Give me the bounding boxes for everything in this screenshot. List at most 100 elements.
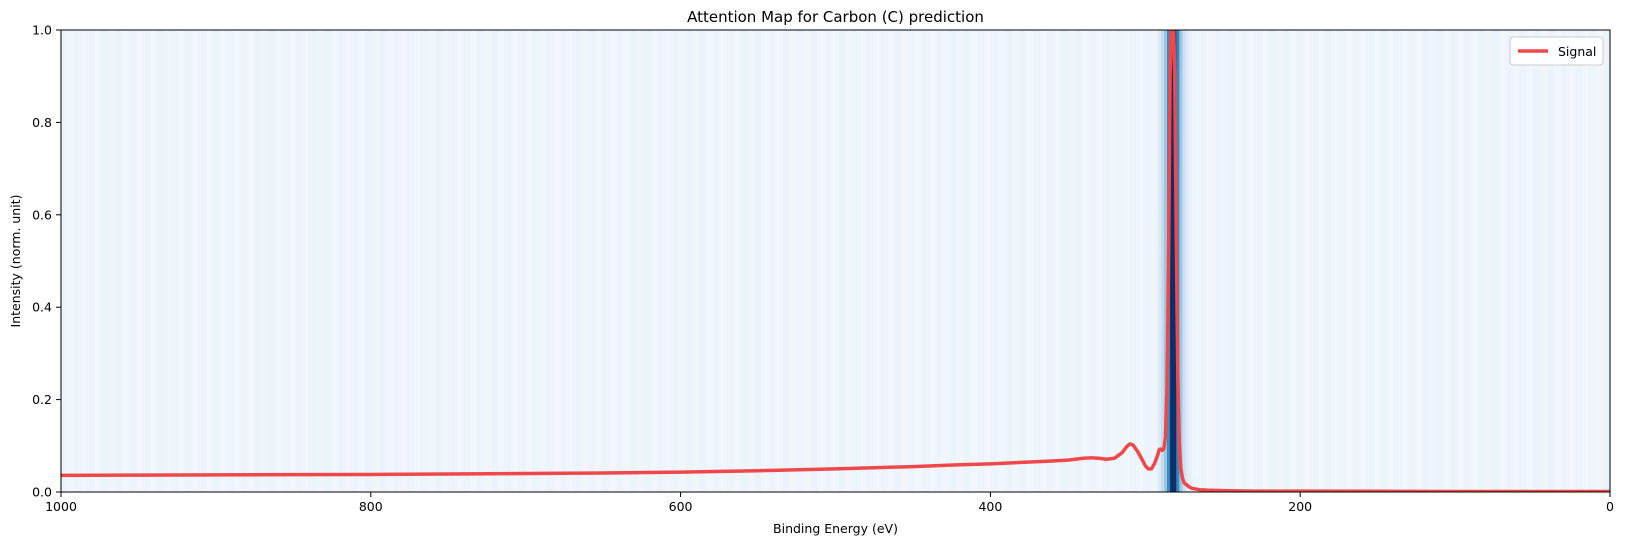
heatmap-cell bbox=[1312, 30, 1317, 492]
heatmap-cell bbox=[395, 30, 400, 492]
heatmap-cell bbox=[1554, 30, 1558, 492]
heatmap-cell bbox=[1324, 30, 1329, 492]
heatmap-cell bbox=[231, 30, 236, 492]
heatmap-cell bbox=[903, 30, 908, 492]
heatmap-cell bbox=[810, 30, 815, 492]
heatmap-cell bbox=[1170, 30, 1174, 492]
heatmap-cell bbox=[191, 30, 195, 492]
heatmap-cell bbox=[299, 30, 304, 492]
heatmap-cell bbox=[73, 30, 78, 492]
heatmap-cell bbox=[1250, 30, 1255, 492]
heatmap-cell bbox=[324, 30, 329, 492]
heatmap-cell bbox=[110, 30, 115, 492]
heatmap-cell bbox=[429, 30, 434, 492]
heatmap-cell bbox=[1495, 30, 1500, 492]
heatmap-cell bbox=[98, 30, 102, 492]
heatmap-cell bbox=[1049, 30, 1053, 492]
heatmap-cell bbox=[727, 30, 731, 492]
heatmap-cell bbox=[634, 30, 638, 492]
heatmap-cell bbox=[442, 30, 446, 492]
heatmap-cell bbox=[135, 30, 140, 492]
heatmap-cell bbox=[1569, 30, 1574, 492]
heatmap-cell bbox=[181, 30, 186, 492]
heatmap-cell bbox=[1259, 30, 1264, 492]
heatmap-cell bbox=[293, 30, 298, 492]
heatmap-cell bbox=[1015, 30, 1019, 492]
x-tick-label: 200 bbox=[1288, 499, 1312, 514]
heatmap-cell bbox=[544, 30, 548, 492]
heatmap-cell bbox=[1520, 30, 1524, 492]
heatmap-cell bbox=[64, 30, 68, 492]
heatmap-cell bbox=[1157, 30, 1162, 492]
y-tick-label: 0.0 bbox=[32, 485, 52, 500]
heatmap-cell bbox=[1256, 30, 1261, 492]
heatmap-cell bbox=[1346, 30, 1351, 492]
heatmap-cell bbox=[705, 30, 710, 492]
heatmap-cell bbox=[671, 30, 676, 492]
heatmap-cell bbox=[1077, 30, 1081, 492]
heatmap-cell bbox=[1532, 30, 1537, 492]
heatmap-cell bbox=[302, 30, 307, 492]
heatmap-cell bbox=[1489, 30, 1493, 492]
heatmap-cell bbox=[1163, 30, 1168, 492]
heatmap-cell bbox=[981, 30, 985, 492]
heatmap-cell bbox=[1606, 30, 1610, 492]
heatmap-cell bbox=[702, 30, 706, 492]
heatmap-cell bbox=[720, 30, 725, 492]
heatmap-cell bbox=[637, 30, 641, 492]
heatmap-cell bbox=[1188, 30, 1193, 492]
y-tick-label: 0.6 bbox=[32, 207, 52, 222]
heatmap-cell bbox=[308, 30, 313, 492]
heatmap-cell bbox=[692, 30, 697, 492]
heatmap-cell bbox=[346, 30, 350, 492]
heatmap-cell bbox=[1092, 30, 1097, 492]
heatmap-cell bbox=[311, 30, 316, 492]
heatmap-cell bbox=[522, 30, 527, 492]
heatmap-cell bbox=[327, 30, 332, 492]
heatmap-cell bbox=[1253, 30, 1258, 492]
heatmap-cell bbox=[122, 30, 127, 492]
heatmap-cell bbox=[1105, 30, 1109, 492]
heatmap-cell bbox=[844, 30, 849, 492]
heatmap-cell bbox=[993, 30, 998, 492]
heatmap-cell bbox=[742, 30, 747, 492]
heatmap-cell bbox=[212, 30, 217, 492]
heatmap-cell bbox=[798, 30, 803, 492]
heatmap-cell bbox=[826, 30, 830, 492]
heatmap-cell bbox=[696, 30, 700, 492]
heatmap-cell bbox=[358, 30, 363, 492]
heatmap-cell bbox=[621, 30, 626, 492]
heatmap-cell bbox=[1436, 30, 1441, 492]
heatmap-cell bbox=[1448, 30, 1453, 492]
heatmap-cell bbox=[627, 30, 632, 492]
heatmap-cell bbox=[1337, 30, 1342, 492]
heatmap-cell bbox=[1563, 30, 1568, 492]
plot-frame bbox=[60, 29, 1611, 493]
heatmap-cell bbox=[1386, 30, 1391, 492]
heatmap-cell bbox=[801, 30, 806, 492]
heatmap-cell bbox=[1266, 30, 1270, 492]
heatmap-cell bbox=[88, 30, 93, 492]
heatmap-cell bbox=[789, 30, 793, 492]
heatmap-cell bbox=[451, 30, 456, 492]
heatmap-cell bbox=[228, 30, 232, 492]
heatmap-cell bbox=[1380, 30, 1385, 492]
heatmap-cell bbox=[553, 30, 558, 492]
heatmap-cell bbox=[900, 30, 905, 492]
heatmap-cell bbox=[383, 30, 387, 492]
heatmap-cell bbox=[1204, 30, 1208, 492]
heatmap-cell bbox=[259, 30, 263, 492]
heatmap-cell bbox=[996, 30, 1001, 492]
heatmap-cell bbox=[931, 30, 936, 492]
heatmap-cell bbox=[1309, 30, 1314, 492]
heatmap-cell bbox=[1148, 30, 1153, 492]
heatmap-cell bbox=[1594, 30, 1599, 492]
heatmap-cell bbox=[547, 30, 552, 492]
heatmap-cell bbox=[1101, 30, 1106, 492]
heatmap-cell bbox=[1402, 30, 1407, 492]
heatmap-cell bbox=[1498, 30, 1503, 492]
heatmap-cell bbox=[1129, 30, 1134, 492]
heatmap-cell bbox=[1207, 30, 1211, 492]
heatmap-cell bbox=[525, 30, 530, 492]
heatmap-cell bbox=[1430, 30, 1435, 492]
